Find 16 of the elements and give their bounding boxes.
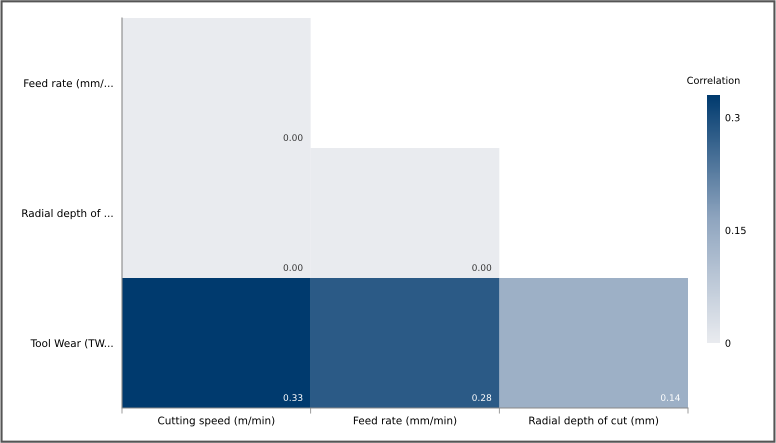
color-bar-label: 0 <box>726 339 730 347</box>
y-tick-label: Feed rate (mm/... <box>24 79 113 88</box>
x-tick-label: Radial depth of cut (mm) <box>529 416 658 426</box>
data-label: 0.00 <box>284 264 303 272</box>
x-tick-label: Cutting speed (m/min) <box>158 416 274 426</box>
data-label: 0.28 <box>472 394 492 402</box>
color-bar-label: 0.15 <box>726 226 746 234</box>
color-bar-title: Correlation <box>687 76 740 84</box>
data-label: 0.14 <box>660 394 680 402</box>
data-label: 0.00 <box>284 134 303 142</box>
y-tick-label: Radial depth of ... <box>22 209 113 220</box>
data-label: 0.00 <box>472 264 492 272</box>
data-label: 0.33 <box>284 394 302 402</box>
x-tick-label: Feed rate (mm/min) <box>354 416 456 426</box>
y-tick-label: Tool Wear (TW... <box>30 339 113 348</box>
color-bar-label: 0.3 <box>726 114 740 122</box>
